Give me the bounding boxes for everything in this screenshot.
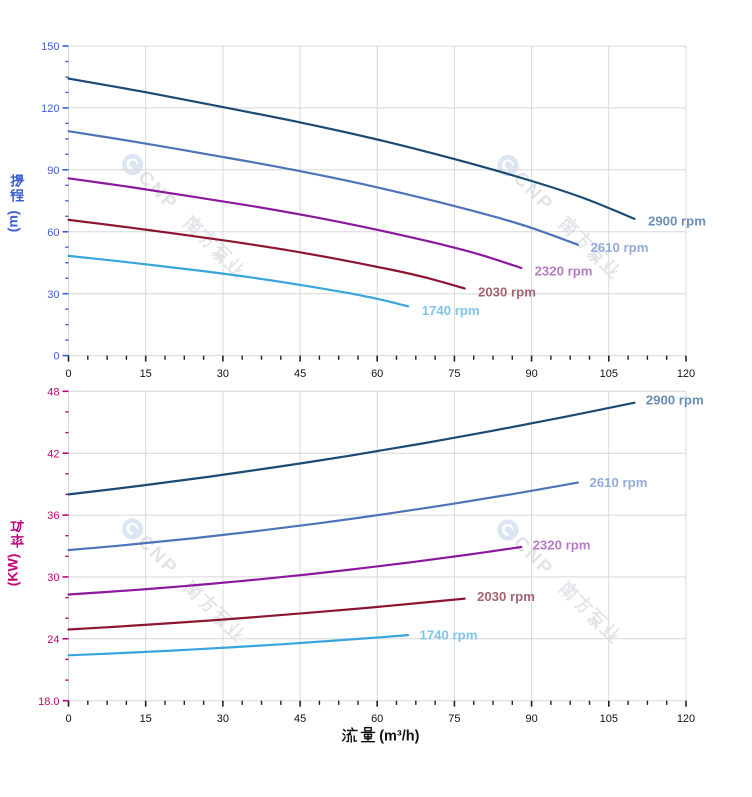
svg-text:1740 rpm: 1740 rpm [422,303,480,318]
svg-text:2320 rpm: 2320 rpm [535,264,593,279]
svg-text:30: 30 [47,289,59,301]
svg-text:18.0: 18.0 [38,696,59,708]
svg-text:90: 90 [47,165,59,177]
svg-text:2610 rpm: 2610 rpm [591,240,649,255]
svg-text:60: 60 [371,368,383,380]
svg-text:(m³/h): (m³/h) [379,728,419,744]
svg-text:15: 15 [140,368,152,380]
svg-text:42: 42 [47,448,59,460]
svg-text:30: 30 [217,368,229,380]
svg-text:(KW): (KW) [4,554,20,587]
svg-text:90: 90 [525,713,537,725]
svg-text:120: 120 [677,368,695,380]
svg-text:36: 36 [47,510,59,522]
svg-text:2900 rpm: 2900 rpm [648,214,706,229]
svg-text:24: 24 [47,634,59,646]
svg-text:48: 48 [47,386,59,398]
svg-text:2030 rpm: 2030 rpm [477,589,535,604]
svg-text:45: 45 [294,713,306,725]
svg-text:2030 rpm: 2030 rpm [478,285,536,300]
svg-text:120: 120 [41,103,59,115]
svg-text:60: 60 [47,227,59,239]
svg-text:1740 rpm: 1740 rpm [420,628,478,643]
svg-text:120: 120 [677,713,695,725]
svg-text:45: 45 [294,368,306,380]
svg-text:30: 30 [217,713,229,725]
svg-text:75: 75 [448,368,460,380]
svg-text:150: 150 [41,41,59,53]
svg-text:60: 60 [371,713,383,725]
svg-text:105: 105 [600,368,618,380]
svg-text:(m): (m) [4,210,20,232]
svg-text:105: 105 [600,713,618,725]
svg-text:0: 0 [65,713,71,725]
svg-text:30: 30 [47,572,59,584]
svg-text:75: 75 [448,713,460,725]
svg-text:15: 15 [140,713,152,725]
svg-text:90: 90 [525,368,537,380]
svg-text:2610 rpm: 2610 rpm [590,475,648,490]
svg-text:2900 rpm: 2900 rpm [646,393,704,408]
svg-text:0: 0 [65,368,71,380]
svg-text:2320 rpm: 2320 rpm [533,538,591,553]
svg-text:0: 0 [53,351,59,363]
